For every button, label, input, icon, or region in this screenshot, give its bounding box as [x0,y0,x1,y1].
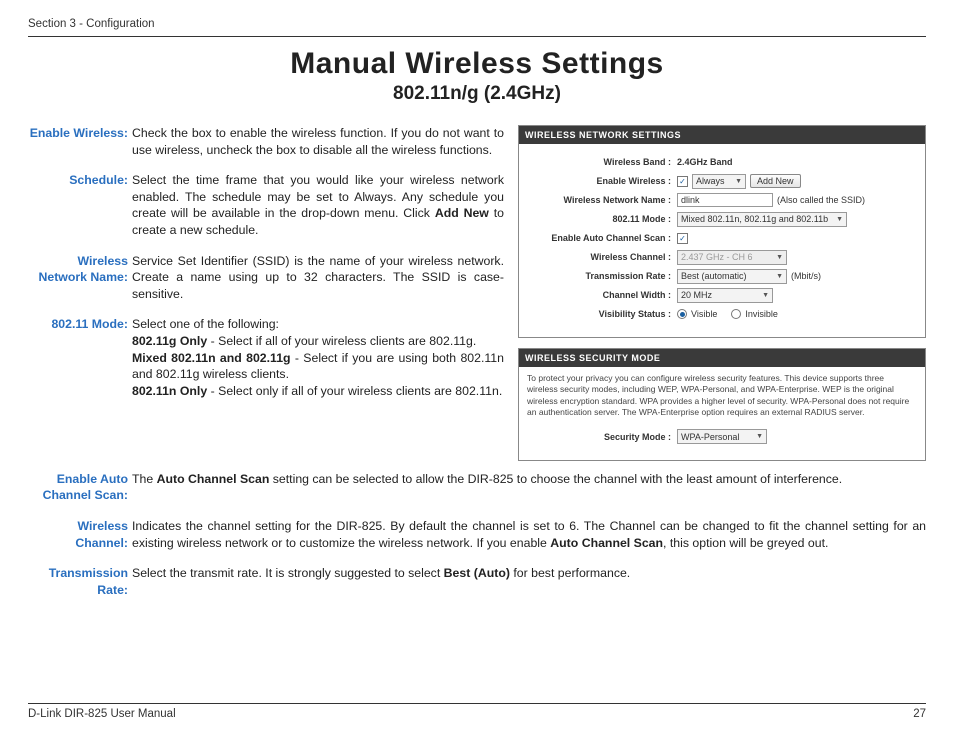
text-enable-wireless: Check the box to enable the wireless fun… [132,125,504,158]
band-label: Wireless Band : [529,157,677,167]
schedule-select-value: Always [696,176,725,186]
security-mode-select[interactable]: WPA-Personal ▼ [677,429,767,444]
text-channel: Indicates the channel setting for the DI… [132,518,926,551]
wireless-settings-panel: WIRELESS NETWORK SETTINGS Wireless Band … [518,125,926,338]
panel2-title: WIRELESS SECURITY MODE [519,349,925,367]
enable-wireless-checkbox[interactable]: ✓ [677,176,688,187]
chevron-down-icon: ▼ [776,273,783,280]
text-auto-scan: The Auto Channel Scan setting can be sel… [132,471,926,504]
label-enable-wireless: Enable Wireless: [28,125,132,158]
mode-form-label: 802.11 Mode : [529,214,677,224]
label-auto-scan: Enable Auto Channel Scan: [28,471,132,504]
channel-post: , this option will be greyed out. [663,536,828,550]
panel1-title: WIRELESS NETWORK SETTINGS [519,126,925,144]
security-mode-value: WPA-Personal [681,432,739,442]
mode-select[interactable]: Mixed 802.11n, 802.11g and 802.11b ▼ [677,212,847,227]
tx-form-label: Transmission Rate : [529,271,677,281]
mode-opt1-t: - Select if all of your wireless clients… [207,334,476,348]
text-schedule: Select the time frame that you would lik… [132,172,504,238]
mode-opt3-b: 802.11n Only [132,384,207,398]
tx-post: for best performance. [510,566,630,580]
page-subtitle: 802.11n/g (2.4GHz) [28,83,926,105]
tx-unit: (Mbit/s) [791,271,821,281]
visibility-visible-radio[interactable] [677,309,687,319]
ssid-hint: (Also called the SSID) [777,195,865,205]
header-rule [28,36,926,37]
tx-bold: Best (Auto) [444,566,510,580]
mode-intro: Select one of the following: [132,317,279,331]
wireless-security-panel: WIRELESS SECURITY MODE To protect your p… [518,348,926,461]
label-schedule: Schedule: [28,172,132,238]
text-mode: Select one of the following: 802.11g Onl… [132,316,504,399]
tx-select-value: Best (automatic) [681,271,747,281]
width-form-label: Channel Width : [529,290,677,300]
chevron-down-icon: ▼ [756,433,763,440]
name-label: Wireless Network Name : [529,195,677,205]
channel-form-label: Wireless Channel : [529,252,677,262]
width-select-value: 20 MHz [681,290,712,300]
label-channel: Wireless Channel: [28,518,132,551]
enable-label: Enable Wireless : [529,176,677,186]
tx-rate-select[interactable]: Best (automatic) ▼ [677,269,787,284]
chevron-down-icon: ▼ [776,254,783,261]
text-tx-rate: Select the transmit rate. It is strongly… [132,565,926,598]
visibility-visible-text: Visible [691,309,717,319]
auto-scan-label: Enable Auto Channel Scan : [529,233,677,243]
label-mode: 802.11 Mode: [28,316,132,399]
visibility-invisible-text: Invisible [745,309,778,319]
channel-bold: Auto Channel Scan [550,536,663,550]
visibility-label: Visibility Status : [529,309,677,319]
security-mode-label: Security Mode : [529,432,677,442]
channel-width-select[interactable]: 20 MHz ▼ [677,288,773,303]
chevron-down-icon: ▼ [762,292,769,299]
auto-scan-checkbox[interactable]: ✓ [677,233,688,244]
auto-scan-post: setting can be selected to allow the DIR… [269,472,842,486]
auto-scan-pre: The [132,472,157,486]
visibility-invisible-radio[interactable] [731,309,741,319]
security-note: To protect your privacy you can configur… [519,367,925,429]
mode-opt2-b: Mixed 802.11n and 802.11g [132,351,291,365]
label-tx-rate: Transmission Rate: [28,565,132,598]
label-ssid: Wireless Network Name: [28,253,132,303]
text-schedule-bold: Add New [435,206,489,220]
ssid-input[interactable]: dlink [677,193,773,207]
footer-left: D-Link DIR-825 User Manual [28,708,176,720]
tx-pre: Select the transmit rate. It is strongly… [132,566,444,580]
page-title: Manual Wireless Settings [28,47,926,81]
band-value: 2.4GHz Band [677,157,733,167]
channel-select: 2.437 GHz - CH 6 ▼ [677,250,787,265]
text-ssid: Service Set Identifier (SSID) is the nam… [132,253,504,303]
mode-opt1-b: 802.11g Only [132,334,207,348]
mode-select-value: Mixed 802.11n, 802.11g and 802.11b [681,214,828,224]
channel-select-value: 2.437 GHz - CH 6 [681,252,753,262]
auto-scan-bold: Auto Channel Scan [157,472,270,486]
schedule-select[interactable]: Always ▼ [692,174,746,189]
chevron-down-icon: ▼ [836,216,843,223]
chevron-down-icon: ▼ [735,178,742,185]
mode-opt3-t: - Select only if all of your wireless cl… [207,384,502,398]
section-breadcrumb: Section 3 - Configuration [28,18,926,36]
page-number: 27 [913,708,926,720]
add-new-button[interactable]: Add New [750,174,801,188]
